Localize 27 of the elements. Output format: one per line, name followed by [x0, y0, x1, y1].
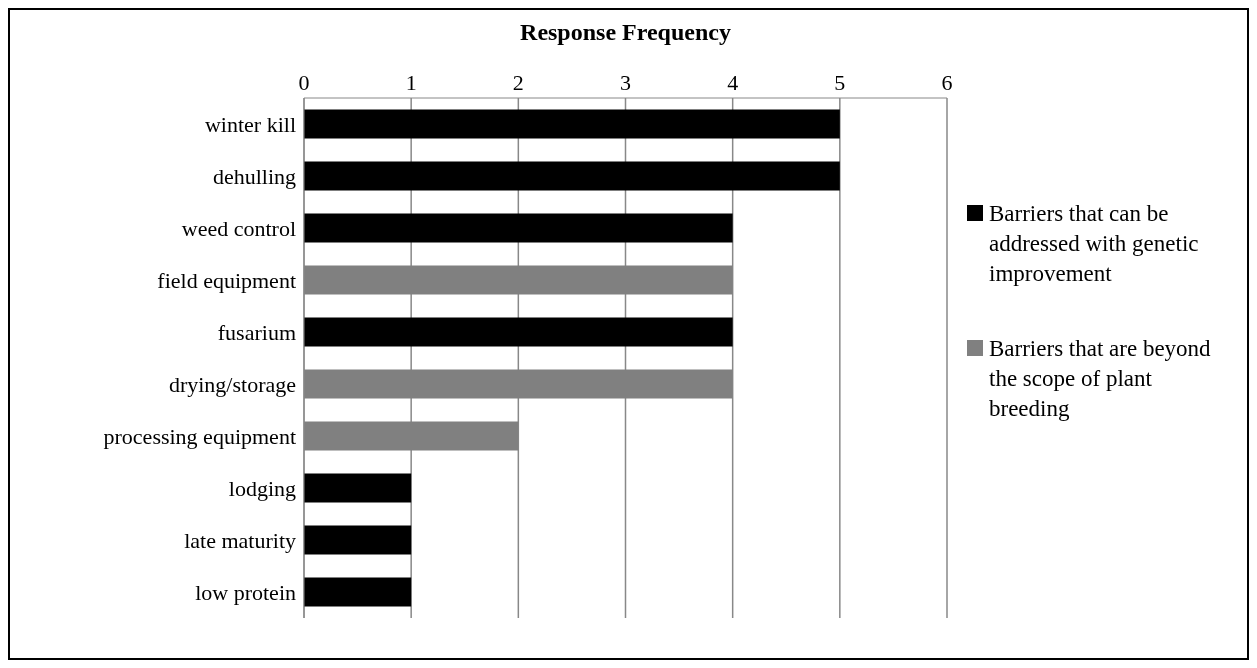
x-tick-label: 6 — [941, 70, 953, 95]
y-tick-label: winter kill — [204, 111, 296, 137]
x-tick-label: 4 — [727, 70, 739, 95]
y-tick-label: lodging — [228, 475, 296, 501]
y-tick-label: dehulling — [212, 163, 296, 189]
y-tick-label: processing equipment — [103, 423, 296, 449]
bar — [304, 317, 733, 347]
x-tick-label: 5 — [834, 70, 846, 95]
x-tick-label: 2 — [512, 70, 524, 95]
y-tick-label: field equipment — [157, 267, 296, 293]
x-tick-label: 0 — [298, 70, 310, 95]
y-tick-label: late maturity — [184, 527, 296, 553]
bar — [304, 161, 840, 191]
legend-label: Barriers that can be addressed with genetic improvement — [989, 200, 1200, 288]
y-tick-label: fusarium — [217, 319, 296, 345]
bar — [304, 525, 412, 555]
x-axis-title: Response Frequency — [520, 19, 731, 46]
x-tick-label: 1 — [405, 70, 417, 95]
y-tick-label: low protein — [195, 579, 296, 605]
x-tick-label: 3 — [620, 70, 631, 95]
bar — [304, 473, 412, 503]
bar — [304, 213, 733, 243]
legend-label: Barriers that are beyond the scope of plant breeding — [989, 335, 1212, 423]
bar — [304, 577, 412, 607]
y-tick-label: drying/storage — [168, 371, 296, 397]
y-tick-label: weed control — [181, 215, 296, 241]
bar — [304, 109, 840, 139]
